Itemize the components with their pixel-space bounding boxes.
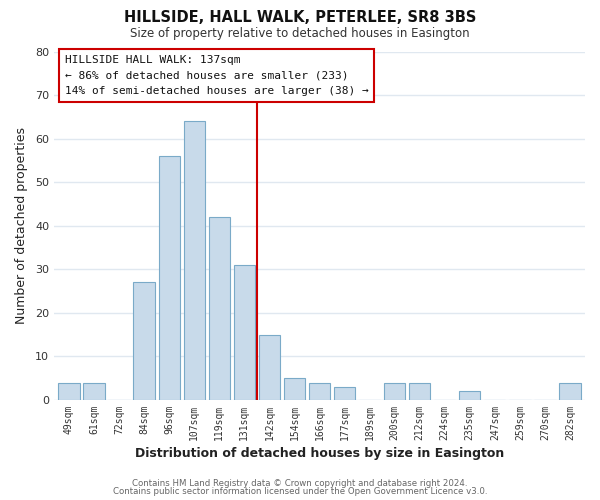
Bar [209, 217, 230, 400]
Bar [284, 378, 305, 400]
Bar [409, 382, 430, 400]
Bar [133, 282, 155, 400]
Bar [384, 382, 405, 400]
Bar [83, 382, 104, 400]
Text: HILLSIDE HALL WALK: 137sqm
← 86% of detached houses are smaller (233)
14% of sem: HILLSIDE HALL WALK: 137sqm ← 86% of deta… [65, 55, 368, 96]
Bar [559, 382, 581, 400]
Text: Contains public sector information licensed under the Open Government Licence v3: Contains public sector information licen… [113, 487, 487, 496]
Bar [459, 391, 481, 400]
Bar [309, 382, 330, 400]
Bar [184, 121, 205, 400]
Text: HILLSIDE, HALL WALK, PETERLEE, SR8 3BS: HILLSIDE, HALL WALK, PETERLEE, SR8 3BS [124, 10, 476, 25]
Y-axis label: Number of detached properties: Number of detached properties [15, 127, 28, 324]
Bar [58, 382, 80, 400]
Bar [158, 156, 180, 400]
Text: Contains HM Land Registry data © Crown copyright and database right 2024.: Contains HM Land Registry data © Crown c… [132, 478, 468, 488]
Bar [233, 265, 255, 400]
Bar [334, 387, 355, 400]
Bar [259, 334, 280, 400]
X-axis label: Distribution of detached houses by size in Easington: Distribution of detached houses by size … [135, 447, 504, 460]
Text: Size of property relative to detached houses in Easington: Size of property relative to detached ho… [130, 28, 470, 40]
